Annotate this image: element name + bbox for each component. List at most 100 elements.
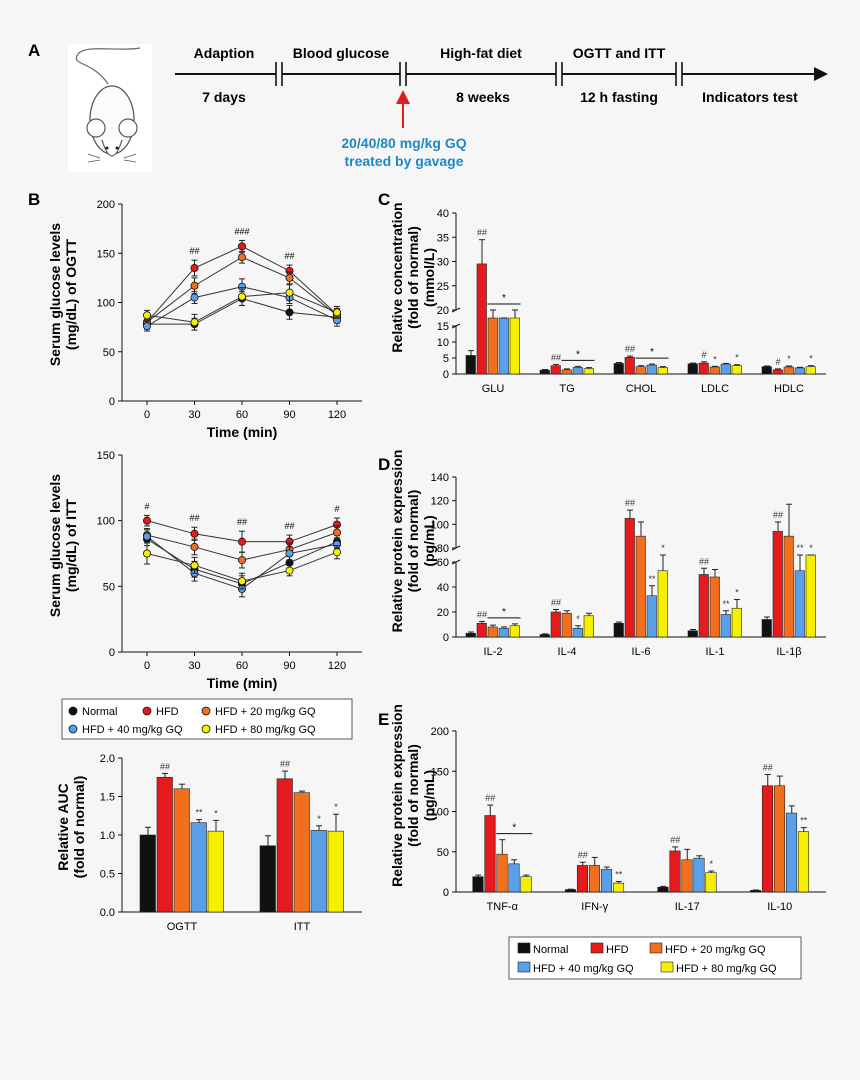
significance-label: * xyxy=(809,543,813,553)
y-tick-label: 0.0 xyxy=(100,907,115,919)
bar-ldlc-hfd-40-mg-kg-gq xyxy=(721,364,731,374)
y-tick-label: 40 xyxy=(437,582,449,594)
x-tick-label-il-17: IL-17 xyxy=(675,901,700,913)
legend-swatch-normal xyxy=(518,943,530,953)
bar-ogtt-hfd xyxy=(157,777,173,912)
y-tick-label: 35 xyxy=(437,232,449,244)
data-point-hfd-40-mg-kg-gq xyxy=(286,550,293,557)
y-tick-label: 0 xyxy=(443,632,449,644)
y-tick-label: 0 xyxy=(109,647,115,659)
x-tick-label-ogtt: OGTT xyxy=(167,921,198,933)
data-point-hfd-80-mg-kg-gq xyxy=(143,312,150,319)
y-axis-label-line: (mmol/L) xyxy=(421,248,437,307)
bar-il-4-hfd-20-mg-kg-gq xyxy=(562,613,572,637)
bar-il-17-normal xyxy=(658,887,669,892)
timeline-stage-blood-glucose: Blood glucose xyxy=(293,45,390,61)
bar-il-4-hfd-40-mg-kg-gq xyxy=(573,628,583,637)
data-point-hfd-20-mg-kg-gq xyxy=(191,543,198,550)
bar-hdlc-hfd-80-mg-kg-gq xyxy=(806,367,816,374)
x-tick-label-il-1: IL-1β xyxy=(776,646,801,658)
y-tick-label: 120 xyxy=(431,496,449,508)
legend-swatch-hfd-40-mg-kg-gq xyxy=(518,962,530,972)
legend-label-hfd: HFD xyxy=(606,944,629,956)
data-point-hfd-40-mg-kg-gq xyxy=(143,323,150,330)
legend-swatch-hfd-20-mg-kg-gq xyxy=(650,943,662,953)
bar-itt-hfd-20-mg-kg-gq xyxy=(294,793,310,912)
legend-swatch-hfd-20-mg-kg-gq xyxy=(202,707,210,715)
bar-il-17-hfd-40-mg-kg-gq xyxy=(694,858,705,892)
bar-chol-hfd xyxy=(625,357,635,374)
y-tick-label: 20 xyxy=(437,607,449,619)
bar-itt-hfd-40-mg-kg-gq xyxy=(311,830,327,912)
y-tick-label: 30 xyxy=(437,257,449,269)
y-tick-label: 150 xyxy=(97,248,115,260)
significance-label: ** xyxy=(648,574,656,584)
bar-ifn-normal xyxy=(565,890,576,892)
bar-il-17-hfd xyxy=(670,851,681,892)
bar-il-6-hfd-40-mg-kg-gq xyxy=(647,596,657,637)
significance-label: * xyxy=(334,802,338,812)
data-point-hfd xyxy=(238,243,245,250)
bar-glu-hfd-20-mg-kg-gq xyxy=(488,318,498,374)
significance-label: ## xyxy=(578,850,588,860)
legend-e: Normal HFD HFD + 20 mg/kg GQ HFD + 40 mg/kg… xyxy=(509,937,801,979)
bar-chol-normal xyxy=(614,363,624,374)
y-tick-label: 0 xyxy=(443,369,449,381)
y-tick-label: 25 xyxy=(437,281,449,293)
x-tick-label-il-2: IL-2 xyxy=(484,646,503,658)
bar-ogtt-hfd-20-mg-kg-gq xyxy=(174,789,190,912)
data-point-hfd-80-mg-kg-gq xyxy=(191,562,198,569)
y-tick-label: 150 xyxy=(97,450,115,462)
significance-label: # xyxy=(701,350,706,360)
timeline-duration-12h-fasting: 12 h fasting xyxy=(580,89,658,105)
significance-label: * xyxy=(787,354,791,364)
bar-hdlc-hfd-20-mg-kg-gq xyxy=(784,367,794,374)
mouse-right-ear xyxy=(119,119,137,137)
x-tick-label-hdlc: HDLC xyxy=(774,383,804,395)
significance-label: ## xyxy=(284,521,294,531)
y-tick-label: 0.5 xyxy=(100,869,115,881)
x-axis-label: Time (min) xyxy=(207,424,278,440)
legend-label-normal: Normal xyxy=(533,944,568,956)
timeline-break-gap-1 xyxy=(276,62,282,86)
legend-label-hfd-20-mg-kg-gq: HFD + 20 mg/kg GQ xyxy=(215,706,316,718)
panel-label-e: E xyxy=(378,710,389,729)
bar-il-6-hfd-20-mg-kg-gq xyxy=(636,536,646,637)
bar-tnf-hfd xyxy=(485,816,496,892)
treatment-dose-label: 20/40/80 mg/kg GQ xyxy=(341,135,466,151)
y-axis-label-line: (fold of normal) xyxy=(405,744,421,847)
x-tick-label-ifn: IFN-γ xyxy=(581,901,608,913)
bar-il-2-hfd-20-mg-kg-gq xyxy=(488,627,498,637)
bar-ifn-hfd xyxy=(577,865,588,892)
significance-label: * xyxy=(709,859,713,869)
group-comparison-label: * xyxy=(502,293,506,304)
x-tick-label: 60 xyxy=(236,660,248,672)
bar-glu-hfd-80-mg-kg-gq xyxy=(510,318,520,374)
significance-label: ## xyxy=(189,246,199,256)
data-point-hfd-20-mg-kg-gq xyxy=(238,556,245,563)
legend-swatch-hfd-80-mg-kg-gq xyxy=(661,962,673,972)
data-point-hfd-40-mg-kg-gq xyxy=(143,533,150,540)
significance-label: ## xyxy=(477,609,487,619)
y-axis-label: Relative AUC(fold of normal) xyxy=(55,776,87,879)
legend-label-hfd-80-mg-kg-gq: HFD + 80 mg/kg GQ xyxy=(215,724,316,736)
x-tick-label-il-1: IL-1 xyxy=(706,646,725,658)
bar-il-4-hfd xyxy=(551,612,561,637)
bar-il-1-hfd-40-mg-kg-gq xyxy=(795,571,805,637)
timeline-stage-adaption: Adaption xyxy=(194,45,255,61)
mouse-illustration xyxy=(68,44,152,172)
x-tick-label: 120 xyxy=(328,409,346,421)
y-tick-label: 50 xyxy=(103,347,115,359)
timeline-break-gap-3 xyxy=(556,62,562,86)
treatment-route-label: treated by gavage xyxy=(344,153,463,169)
x-tick-label: 0 xyxy=(144,409,150,421)
significance-label: # xyxy=(334,504,339,514)
significance-label: * xyxy=(809,354,813,364)
y-tick-label: 50 xyxy=(103,581,115,593)
bar-il-1-hfd xyxy=(773,531,783,637)
x-tick-label: 120 xyxy=(328,660,346,672)
bar-ifn-hfd-40-mg-kg-gq xyxy=(601,869,612,892)
significance-label: ### xyxy=(234,226,249,236)
bar-tg-hfd-80-mg-kg-gq xyxy=(584,369,594,374)
bar-il-1-hfd xyxy=(699,575,709,638)
